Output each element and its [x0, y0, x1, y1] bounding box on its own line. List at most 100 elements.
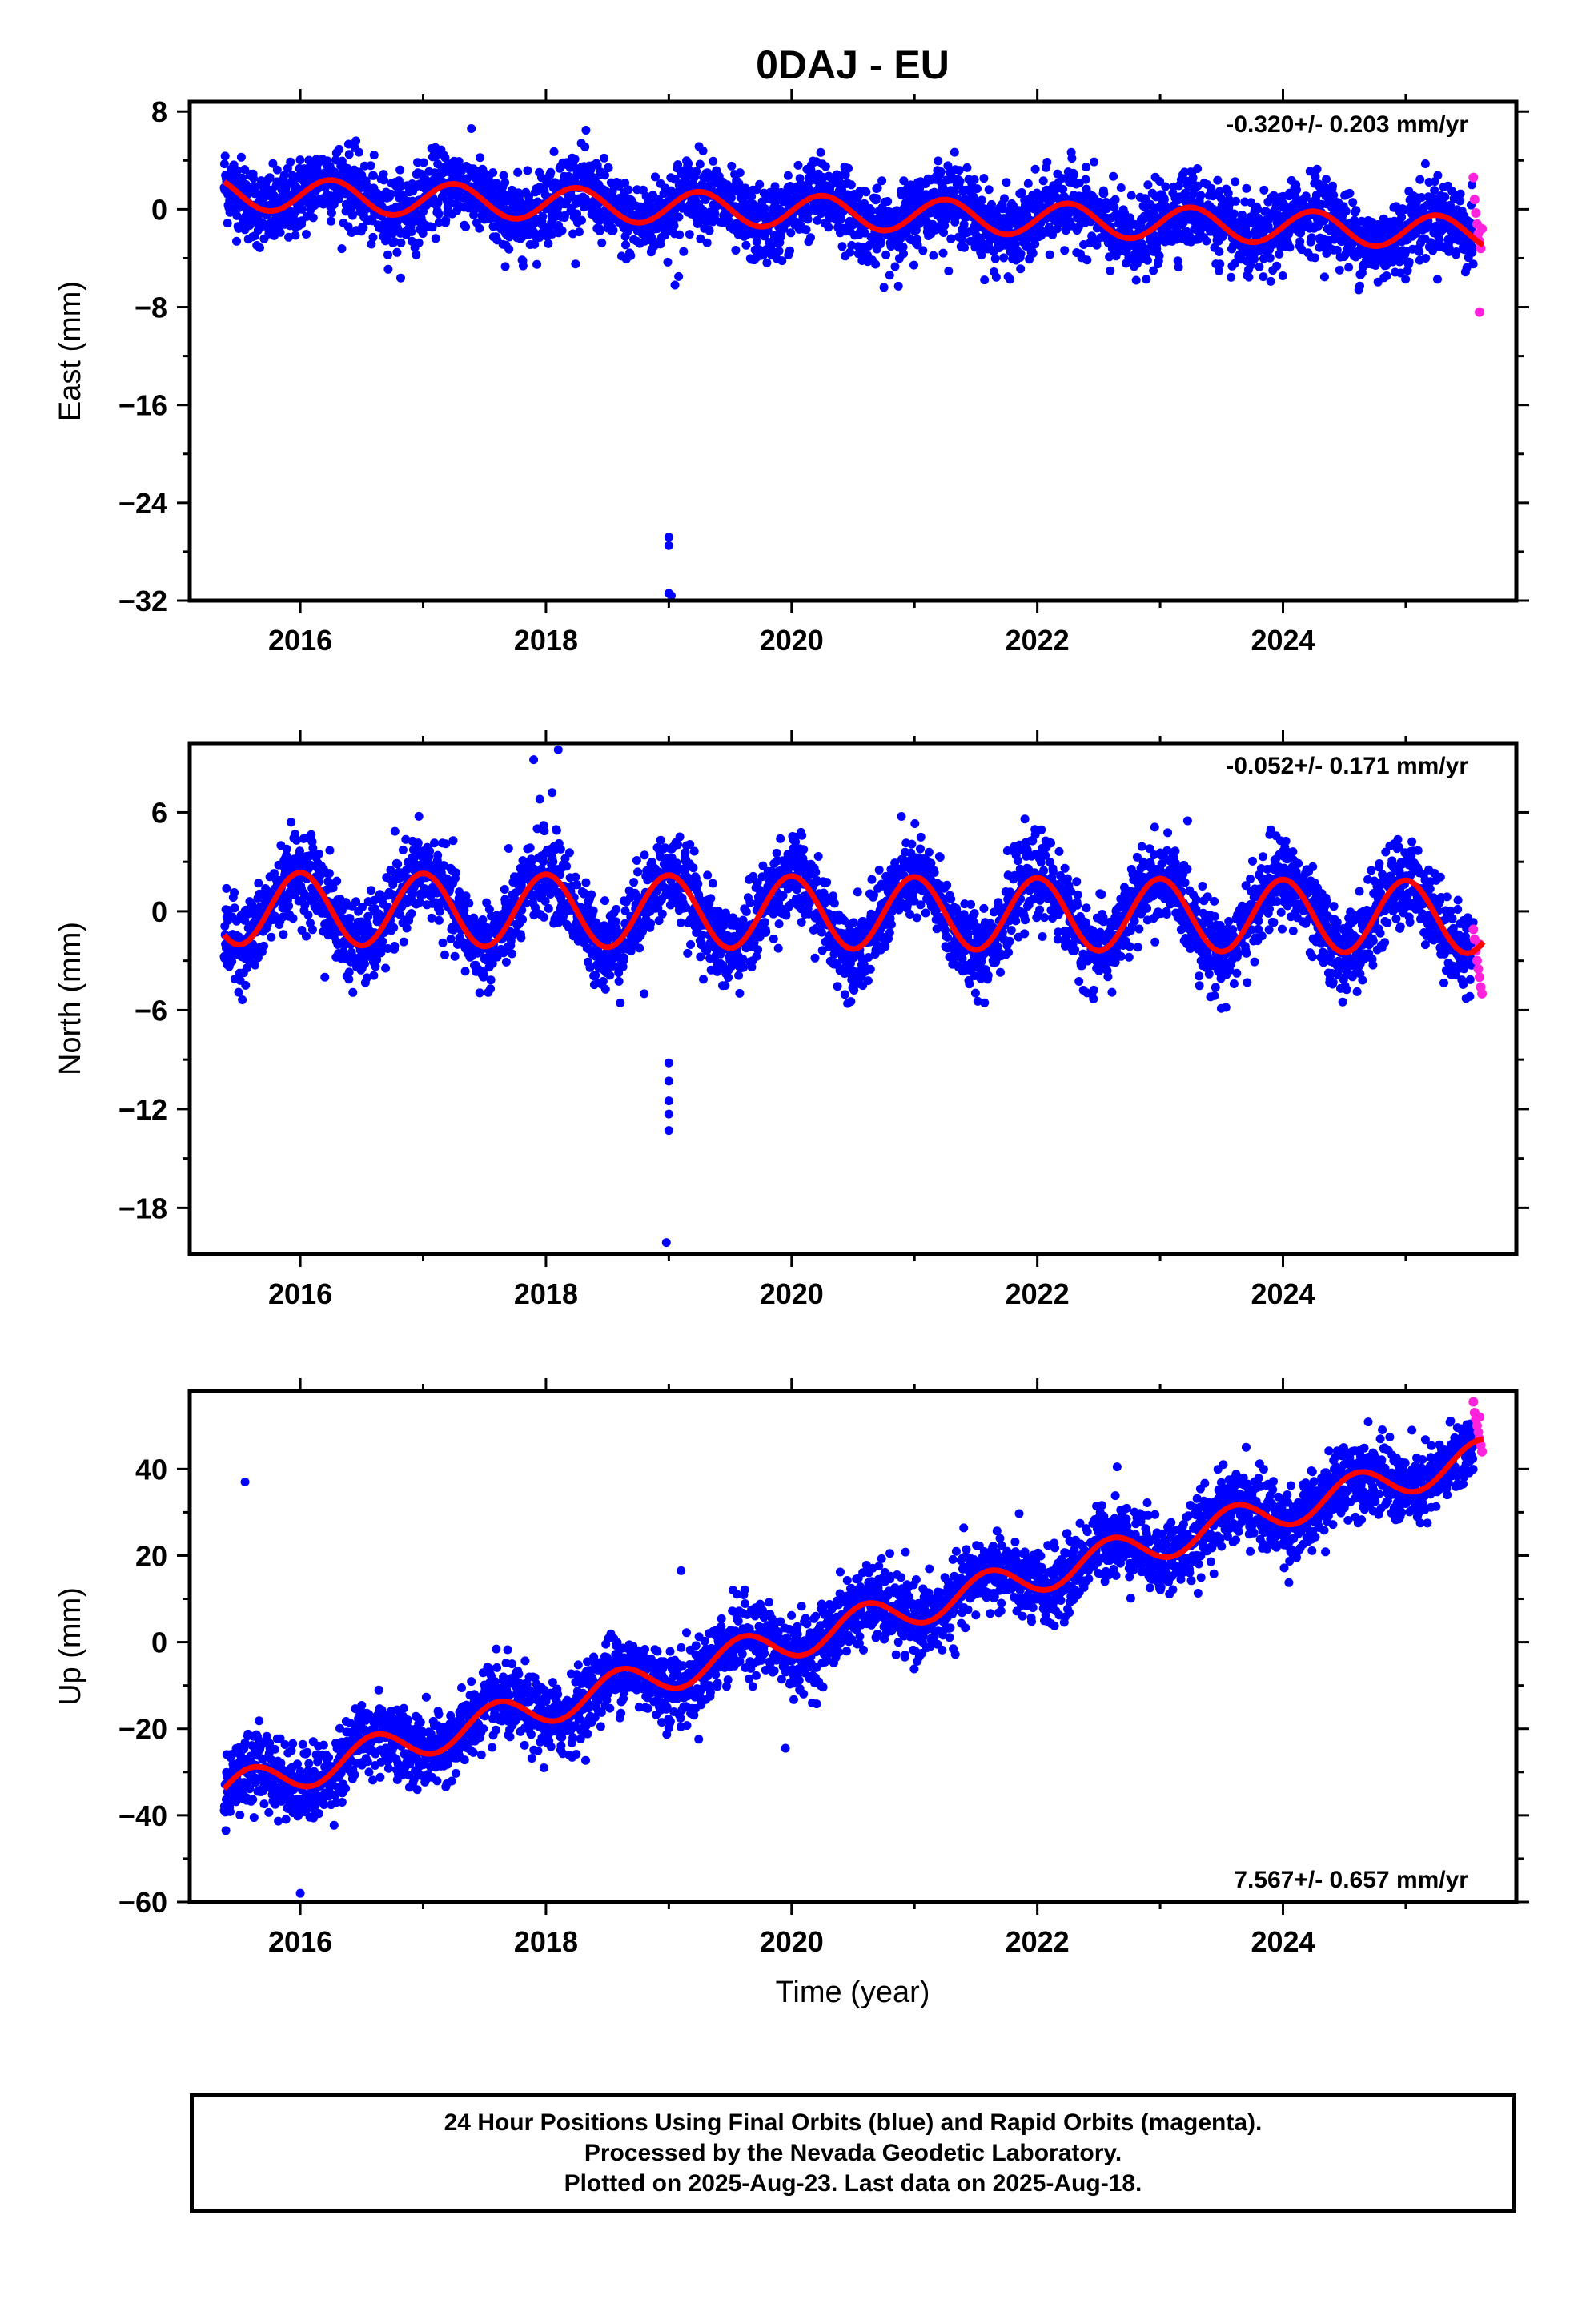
final-orbit-point [1344, 263, 1354, 272]
final-orbit-point [347, 211, 357, 220]
final-orbit-point [500, 178, 510, 187]
final-orbit-point [577, 215, 586, 225]
final-orbit-point [1242, 183, 1251, 193]
final-orbit-point [486, 984, 496, 994]
y-tick-label: 0 [151, 193, 167, 226]
final-orbit-point [398, 845, 408, 854]
final-orbit-point [752, 237, 761, 247]
final-orbit-point [621, 240, 630, 250]
final-orbit-point [538, 211, 548, 221]
final-orbit-point [600, 984, 610, 994]
final-orbit-point [469, 210, 479, 219]
final-orbit-point [220, 151, 230, 161]
final-orbit-point [499, 171, 508, 180]
final-orbit-point [1082, 255, 1092, 265]
final-orbit-point [999, 253, 1009, 263]
final-orbit-point [1109, 171, 1118, 181]
final-orbit-point [391, 202, 401, 211]
final-orbit-point [279, 171, 289, 180]
final-orbit-point [837, 242, 847, 251]
final-orbit-point [1433, 171, 1443, 180]
outlier-point [664, 541, 673, 550]
final-orbit-point [351, 136, 361, 146]
final-orbit-point [893, 281, 903, 291]
final-orbit-point [938, 248, 948, 258]
final-orbit-point [219, 159, 229, 169]
final-orbit-point [598, 976, 608, 986]
final-orbit-point [367, 886, 375, 895]
final-orbit-point [803, 215, 813, 224]
final-orbit-point [1229, 209, 1239, 219]
rapid-orbit-point [1469, 195, 1480, 205]
y-tick-label: −24 [118, 487, 167, 520]
final-orbit-point [501, 957, 511, 967]
final-orbit-point [402, 923, 412, 933]
final-orbit-point [587, 890, 596, 899]
final-orbit-point [881, 250, 891, 259]
final-orbit-point [525, 843, 535, 853]
final-orbit-point [354, 147, 363, 157]
final-orbit-point [1295, 237, 1305, 247]
final-orbit-point [529, 219, 539, 228]
final-orbit-point [1030, 164, 1040, 174]
final-orbit-point [946, 234, 956, 243]
final-orbit-point [620, 179, 630, 187]
y-tick-label: 8 [151, 95, 167, 128]
final-orbit-point [500, 885, 509, 894]
final-orbit-point [1082, 163, 1091, 172]
x-tick-label: 2016 [268, 624, 332, 657]
rapid-orbit-point [1474, 307, 1484, 317]
final-orbit-point [335, 144, 344, 154]
final-orbit-point [991, 272, 1001, 282]
final-orbit-point [1028, 248, 1038, 258]
final-orbit-point [1067, 154, 1077, 163]
final-orbit-point [793, 160, 803, 170]
final-orbit-point [1401, 275, 1411, 284]
outlier-point [674, 271, 684, 281]
final-orbit-point [1143, 180, 1153, 190]
final-orbit-point [440, 950, 449, 959]
x-tick-label: 2018 [514, 624, 578, 657]
final-orbit-point [669, 221, 679, 231]
final-orbit-point [544, 903, 553, 913]
final-orbit-point [1092, 240, 1102, 250]
final-orbit-point [1023, 179, 1033, 188]
final-orbit-point [297, 204, 307, 214]
final-orbit-point [369, 171, 378, 180]
final-orbit-point [518, 261, 528, 271]
final-orbit-point [918, 246, 928, 255]
final-orbit-point [560, 211, 569, 220]
final-orbit-point [1415, 175, 1425, 184]
final-orbit-point [414, 811, 424, 821]
final-orbit-point [546, 167, 556, 177]
final-orbit-point [431, 234, 440, 243]
y-axis-label: East (mm) [54, 281, 87, 421]
final-orbit-point [698, 146, 708, 155]
final-orbit-point [500, 262, 510, 271]
final-orbit-point [883, 197, 893, 206]
final-orbit-point [232, 211, 242, 220]
final-orbit-point [548, 857, 558, 866]
y-tick-label: −32 [118, 585, 167, 617]
final-orbit-point [1202, 236, 1211, 246]
final-orbit-point [433, 850, 443, 860]
final-orbit-point [475, 223, 484, 233]
final-orbit-point [1090, 157, 1099, 167]
final-orbit-point [516, 933, 526, 943]
final-orbit-point [663, 257, 673, 267]
final-orbit-point [600, 896, 609, 906]
final-orbit-point [438, 938, 448, 947]
final-orbit-point [236, 152, 246, 162]
final-orbit-point [337, 244, 347, 254]
final-orbit-point [396, 273, 405, 283]
final-orbit-point [1335, 265, 1344, 275]
final-orbit-point [441, 215, 451, 225]
final-orbit-point [557, 226, 567, 235]
final-orbit-point [378, 937, 387, 947]
final-orbit-point [389, 923, 399, 932]
final-orbit-point [259, 219, 268, 228]
final-orbit-point [1292, 185, 1301, 195]
final-orbit-point [973, 184, 982, 194]
final-orbit-point [1174, 263, 1183, 272]
final-orbit-point [929, 251, 938, 260]
